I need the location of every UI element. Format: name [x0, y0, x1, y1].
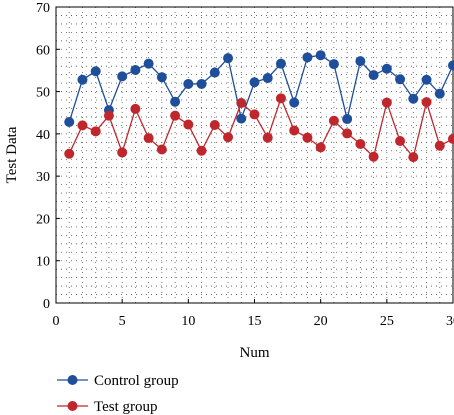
data-point [302, 52, 313, 63]
plot-area-frame [55, 6, 454, 304]
y-axis-title: Test Data [4, 126, 20, 183]
data-point [408, 93, 419, 104]
data-point [209, 67, 220, 78]
data-point [223, 132, 234, 143]
data-point [143, 58, 154, 69]
legend: Control group Test group [57, 373, 179, 415]
data-point [395, 136, 406, 147]
series-1 [64, 50, 454, 128]
legend-item: Test group [57, 399, 158, 415]
data-point [130, 65, 141, 76]
legend-marker [67, 375, 78, 385]
data-point [196, 145, 207, 156]
data-point [408, 152, 419, 163]
data-point [130, 103, 141, 114]
data-point [64, 117, 75, 128]
x-tick-label: 30 [446, 314, 454, 329]
y-tick-label: 60 [36, 43, 50, 58]
data-point [236, 113, 247, 124]
y-tick-label: 10 [36, 255, 50, 270]
data-point [315, 50, 326, 61]
data-point [170, 96, 181, 107]
data-point [302, 132, 313, 143]
series-layer [64, 50, 454, 163]
data-point [77, 74, 88, 85]
data-point [249, 109, 260, 120]
data-point [434, 88, 445, 99]
data-point [183, 78, 194, 89]
data-point [196, 78, 207, 89]
y-tick-label: 0 [43, 297, 50, 312]
data-point [355, 56, 366, 67]
data-point [236, 97, 247, 108]
y-tick-label: 40 [36, 128, 50, 143]
legend-label: Test group [94, 399, 158, 415]
data-point [289, 125, 300, 136]
x-tick-label: 25 [380, 314, 394, 329]
x-axis-title: Num [240, 345, 270, 361]
legend-label: Control group [94, 373, 179, 389]
grid-layer [56, 7, 453, 303]
data-point [448, 60, 454, 71]
data-point [434, 140, 445, 151]
y-tick-label: 20 [36, 212, 50, 227]
data-point [170, 110, 181, 121]
data-point [183, 119, 194, 130]
y-tick-label: 30 [36, 170, 50, 185]
data-point [64, 148, 75, 159]
data-point [328, 115, 339, 126]
data-point [117, 71, 128, 82]
data-point [143, 133, 154, 144]
data-point [381, 97, 392, 108]
data-point [342, 114, 353, 125]
data-point [395, 74, 406, 85]
axis-ticks: 0 5 10 15 20 25 30 0 10 20 30 40 50 60 70 [36, 1, 454, 329]
data-point [355, 139, 366, 150]
data-point [249, 77, 260, 88]
data-point [262, 132, 273, 143]
data-point [448, 133, 454, 144]
data-point [262, 73, 273, 84]
y-tick-label: 70 [36, 1, 50, 16]
data-point [328, 59, 339, 70]
x-tick-label: 10 [181, 314, 195, 329]
data-point [90, 66, 101, 77]
data-point [77, 120, 88, 131]
series-line [68, 54, 454, 123]
data-point [223, 53, 234, 64]
data-point [421, 74, 432, 85]
data-point [90, 126, 101, 137]
data-point [117, 147, 128, 158]
x-tick-label: 20 [314, 314, 328, 329]
x-tick-label: 15 [248, 314, 262, 329]
data-point [156, 72, 167, 83]
legend-item: Control group [57, 373, 179, 389]
data-point [289, 97, 300, 108]
data-point [275, 93, 286, 104]
data-point [315, 142, 326, 153]
data-point [209, 119, 220, 130]
data-point [156, 144, 167, 155]
data-point [275, 58, 286, 69]
data-point [368, 70, 379, 81]
x-tick-label: 5 [119, 314, 126, 329]
legend-marker [67, 401, 78, 411]
data-point [103, 110, 114, 121]
data-point [421, 97, 432, 108]
data-point [381, 63, 392, 74]
series-line [68, 96, 454, 159]
x-tick-label: 0 [53, 314, 60, 329]
y-tick-label: 50 [36, 86, 50, 101]
data-point [342, 128, 353, 139]
series-2 [64, 93, 454, 163]
data-point [368, 151, 379, 162]
